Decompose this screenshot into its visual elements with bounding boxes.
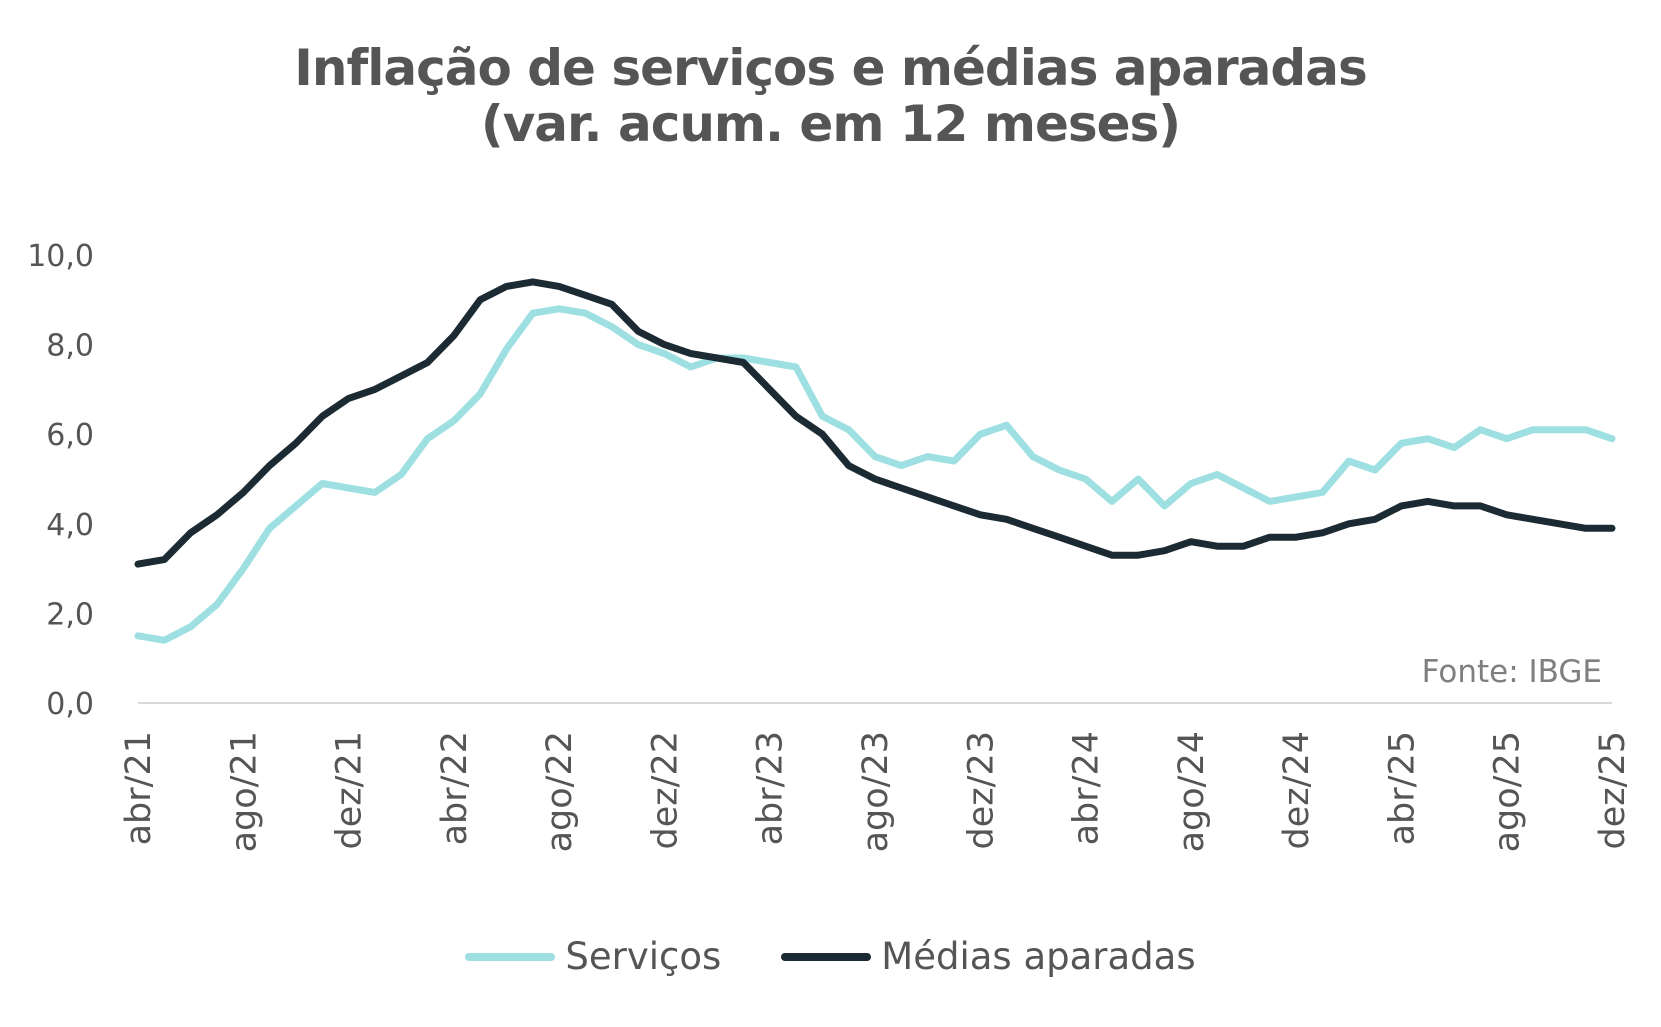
x-tick-label: dez/22 [645,731,685,849]
x-tick-label: ago/23 [856,731,896,852]
y-axis: 0,0 2,0 4,0 6,0 8,0 10,0 [27,239,94,722]
series-group [134,278,1616,644]
chart-subtitle: (var. acum. em 12 meses) [480,95,1181,153]
legend-label-medias: Médias aparadas [881,935,1196,978]
legend-item-servicos: Serviços [465,935,721,978]
y-tick-label: 8,0 [46,329,94,364]
x-tick-label: ago/25 [1488,731,1528,852]
x-tick-label: abr/25 [1382,731,1422,845]
source-note: Fonte: IBGE [1422,654,1602,690]
y-tick-label: 6,0 [46,418,94,453]
x-tick-label: ago/22 [540,731,580,852]
legend: Serviços Médias aparadas [0,935,1661,978]
series-line-servicos [134,305,1616,644]
x-tick-label: dez/23 [961,731,1001,849]
legend-swatch-medias [781,952,872,961]
x-tick-label: dez/24 [1277,731,1317,849]
x-tick-label: abr/24 [1067,731,1107,845]
x-tick-label: abr/22 [435,731,475,845]
x-tick-label: dez/25 [1593,731,1633,849]
y-tick-label: 10,0 [27,239,94,274]
y-tick-label: 4,0 [46,508,94,543]
series-line-medias-aparadas [134,278,1616,568]
x-tick-label: abr/23 [751,731,791,845]
legend-item-medias: Médias aparadas [781,935,1196,978]
x-tick-label: ago/21 [224,731,264,852]
y-tick-label: 0,0 [46,687,94,722]
x-axis: abr/21 ago/21 dez/21 abr/22 ago/22 dez/22 abr/… [119,731,1633,852]
legend-swatch-servicos [465,952,556,961]
x-tick-label: abr/21 [119,731,159,845]
chart-title-block: Inflação de serviços e médias aparadas (… [0,40,1661,152]
legend-label-servicos: Serviços [565,935,722,978]
chart-title: Inflação de serviços e médias aparadas [294,39,1367,97]
x-tick-label: ago/24 [1172,731,1212,852]
x-tick-label: dez/21 [330,731,370,849]
y-tick-label: 2,0 [46,597,94,632]
